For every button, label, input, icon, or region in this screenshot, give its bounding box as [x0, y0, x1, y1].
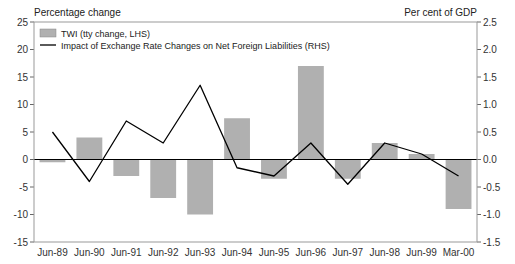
plot-area [34, 66, 477, 215]
y-tick-label: -15 [14, 237, 29, 248]
y2-tick-label: 1.5 [483, 72, 497, 83]
y2-tick [477, 187, 481, 188]
y2-tick-label: 1.0 [483, 99, 497, 110]
bar [446, 160, 472, 210]
x-tick-label: Jun-95 [259, 247, 290, 258]
y2-tick-label: 2.5 [483, 17, 497, 28]
bar [224, 118, 250, 159]
y2-tick-label: -1.5 [483, 237, 501, 248]
y2-tick-label: 2.0 [483, 44, 497, 55]
y-tick-label: 15 [17, 72, 29, 83]
y-tick-label: 20 [17, 44, 29, 55]
x-tick-label: Jun-89 [37, 247, 68, 258]
y2-tick-label: -0.5 [483, 182, 501, 193]
y2-tick [477, 77, 481, 78]
bar [335, 160, 361, 179]
legend-label: Impact of Exchange Rate Changes on Net F… [61, 41, 330, 51]
y-tick [30, 77, 34, 78]
y2-axis-label: Per cent of GDP [404, 7, 477, 18]
x-tick-label: Mar-00 [443, 247, 475, 258]
y-tick [30, 132, 34, 133]
x-tick-label: Jun-97 [333, 247, 364, 258]
x-tick-label: Jun-93 [185, 247, 216, 258]
y2-tick [477, 104, 481, 105]
x-tick-label: Jun-92 [148, 247, 179, 258]
x-tick-label: Jun-90 [74, 247, 105, 258]
legend: TWI (tty change, LHS) Impact of Exchange … [40, 29, 330, 51]
bar [187, 160, 213, 215]
y-tick [30, 159, 34, 160]
y-tick [30, 242, 34, 243]
bar [113, 160, 139, 177]
y2-tick [477, 22, 481, 23]
background [0, 0, 515, 264]
y-tick [30, 187, 34, 188]
y-tick-label: -5 [19, 182, 28, 193]
x-tick-label: Jun-91 [111, 247, 142, 258]
legend-label: TWI (tty change, LHS) [61, 29, 150, 39]
legend-swatch [40, 29, 56, 37]
x-tick-label: Jun-96 [296, 247, 327, 258]
y-tick-label: 25 [17, 17, 29, 28]
bar [150, 160, 176, 199]
y-tick [30, 49, 34, 50]
y2-tick [477, 159, 481, 160]
y-tick-label: 0 [22, 154, 28, 165]
zero-line [34, 159, 477, 160]
y-tick [30, 104, 34, 105]
y2-tick-label: 0.5 [483, 127, 497, 138]
y2-tick-label: -1.0 [483, 209, 501, 220]
x-tick-label: Jun-98 [369, 247, 400, 258]
y-tick-label: 10 [17, 99, 29, 110]
y-tick [30, 214, 34, 215]
y2-tick [477, 242, 481, 243]
y-tick-label: 5 [22, 127, 28, 138]
y-tick-label: -10 [14, 209, 29, 220]
x-tick-label: Jun-99 [406, 247, 437, 258]
plot-frame [34, 22, 477, 242]
y2-tick [477, 214, 481, 215]
y2-tick-label: 0.0 [483, 154, 497, 165]
y2-tick [477, 49, 481, 50]
bar [298, 66, 324, 160]
x-tick-label: Jun-94 [222, 247, 253, 258]
legend-swatch [40, 44, 56, 45]
y-axis-label: Percentage change [34, 7, 121, 18]
chart: -15 -10 -5 0 5 10 15 20 25 -1.5 -1.0 -0.5 0.0 0.5 1.0 1… [0, 0, 515, 264]
line [52, 85, 458, 184]
y2-tick [477, 132, 481, 133]
bar [76, 138, 102, 160]
y-tick [30, 22, 34, 23]
